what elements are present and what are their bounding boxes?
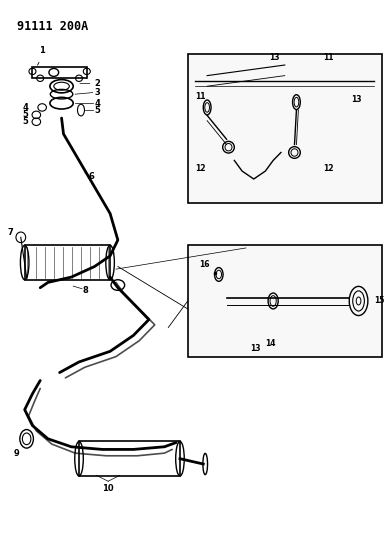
Text: 6: 6 — [89, 172, 95, 181]
Text: 14: 14 — [265, 339, 276, 348]
Text: 4: 4 — [23, 103, 29, 112]
Text: 12: 12 — [196, 164, 206, 173]
Text: 4: 4 — [95, 99, 100, 108]
Bar — [32, 67, 87, 78]
Text: 91111 200A: 91111 200A — [17, 20, 88, 33]
Text: 13: 13 — [269, 53, 280, 62]
Text: 13: 13 — [250, 344, 260, 353]
Bar — [79, 441, 180, 476]
Text: 7: 7 — [7, 228, 13, 237]
Text: 11: 11 — [324, 53, 334, 62]
Text: 5: 5 — [95, 106, 100, 115]
Text: 16: 16 — [199, 260, 210, 269]
Text: 9: 9 — [14, 449, 20, 458]
Text: 1: 1 — [39, 46, 45, 55]
Bar — [25, 245, 110, 280]
Text: 12: 12 — [324, 164, 334, 173]
Text: 15: 15 — [374, 296, 384, 305]
Text: 5: 5 — [23, 110, 29, 119]
Text: 10: 10 — [102, 484, 114, 493]
Bar — [188, 54, 382, 203]
Text: 8: 8 — [83, 286, 89, 295]
Text: 2: 2 — [95, 79, 100, 88]
Text: 13: 13 — [351, 95, 361, 104]
Bar — [188, 245, 382, 357]
Text: 11: 11 — [196, 93, 206, 101]
Text: 3: 3 — [95, 88, 100, 97]
Text: 5: 5 — [23, 117, 29, 126]
